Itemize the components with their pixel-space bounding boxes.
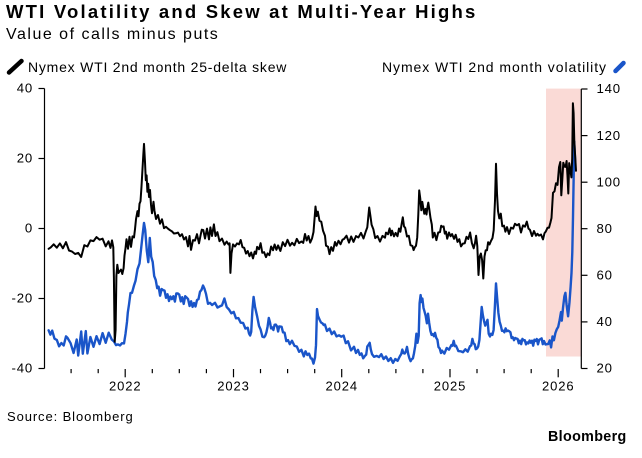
- svg-text:20: 20: [597, 361, 613, 376]
- svg-text:20: 20: [17, 151, 33, 166]
- svg-text:0: 0: [25, 221, 33, 236]
- svg-text:40: 40: [17, 81, 33, 96]
- svg-text:60: 60: [597, 268, 613, 283]
- svg-text:2025: 2025: [434, 379, 467, 394]
- svg-text:2022: 2022: [109, 379, 142, 394]
- svg-text:40: 40: [597, 314, 613, 329]
- svg-text:2024: 2024: [326, 379, 359, 394]
- svg-text:2023: 2023: [217, 379, 250, 394]
- svg-text:100: 100: [597, 174, 621, 189]
- svg-text:140: 140: [597, 81, 621, 96]
- svg-text:-20: -20: [12, 291, 33, 306]
- svg-text:-40: -40: [12, 361, 33, 376]
- svg-text:80: 80: [597, 221, 613, 236]
- svg-text:2026: 2026: [542, 379, 575, 394]
- svg-text:120: 120: [597, 128, 621, 143]
